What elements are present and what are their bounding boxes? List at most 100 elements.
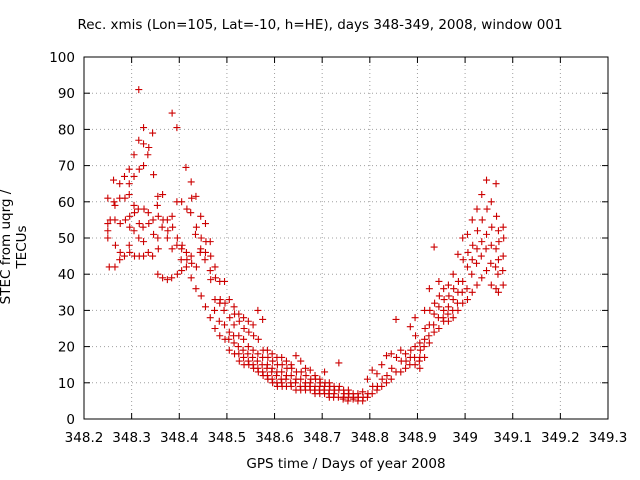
data-point	[149, 129, 157, 137]
data-point	[182, 163, 190, 171]
data-point	[440, 306, 448, 314]
data-point	[221, 299, 229, 307]
data-point	[245, 328, 253, 336]
data-point	[449, 270, 457, 278]
data-point	[154, 212, 162, 220]
data-point	[435, 325, 443, 332]
data-point	[254, 350, 262, 358]
data-point	[463, 285, 471, 293]
data-point	[411, 343, 419, 351]
data-point	[278, 368, 286, 376]
data-point	[407, 346, 415, 354]
data-point	[254, 335, 262, 343]
data-point	[173, 270, 181, 278]
data-point	[287, 372, 295, 380]
data-point	[416, 364, 424, 372]
x-tick-label: 348.6	[255, 430, 294, 446]
y-tick-labels: 0 10 20 30 40 50 60 70 80 90 100	[49, 50, 75, 428]
data-point	[412, 332, 420, 340]
data-point	[468, 270, 476, 278]
data-point	[145, 144, 153, 151]
data-point	[125, 241, 133, 249]
data-point	[321, 368, 329, 376]
data-point	[121, 194, 129, 202]
data-point	[297, 357, 305, 365]
data-point	[182, 248, 190, 256]
grid-lines	[83, 56, 609, 420]
data-point	[450, 285, 458, 293]
data-point	[240, 353, 248, 361]
data-point	[444, 303, 452, 311]
data-point	[244, 350, 252, 358]
plot-frame	[83, 56, 609, 420]
data-point	[359, 397, 367, 405]
data-point	[494, 256, 502, 264]
data-point	[406, 323, 414, 331]
data-point	[163, 216, 171, 224]
data-point	[140, 238, 148, 246]
data-point	[153, 201, 161, 209]
data-point	[207, 276, 215, 284]
data-point	[416, 346, 424, 354]
data-point	[373, 370, 381, 378]
data-point	[302, 372, 310, 380]
data-point	[192, 263, 200, 271]
data-point	[478, 191, 486, 199]
data-point	[463, 263, 471, 271]
data-point	[230, 303, 238, 311]
data-point	[169, 223, 177, 231]
data-point	[478, 216, 486, 224]
data-point	[378, 361, 386, 369]
data-point	[225, 335, 233, 343]
data-points	[104, 86, 508, 405]
data-point	[135, 86, 143, 94]
data-point	[492, 180, 500, 188]
data-point	[492, 263, 500, 271]
data-point	[264, 353, 272, 361]
y-tick-label: 80	[58, 122, 75, 138]
data-point	[235, 310, 243, 318]
data-point	[449, 296, 457, 304]
data-point	[149, 252, 157, 260]
data-point	[110, 176, 118, 184]
data-point	[272, 372, 280, 380]
data-point	[150, 230, 158, 238]
data-point	[206, 314, 214, 322]
data-point	[126, 223, 134, 231]
data-point	[104, 234, 112, 242]
data-point	[411, 314, 419, 322]
data-point	[144, 248, 152, 256]
data-point	[435, 303, 443, 311]
data-point	[187, 252, 195, 260]
data-point	[469, 241, 477, 249]
data-point	[263, 346, 271, 354]
data-point	[215, 317, 223, 325]
data-point	[425, 285, 433, 293]
data-point	[494, 227, 502, 235]
y-tick-label: 90	[58, 86, 75, 102]
data-point	[187, 274, 195, 282]
data-point	[201, 303, 209, 311]
data-point	[368, 390, 376, 398]
data-point	[116, 220, 124, 228]
data-point	[473, 245, 481, 253]
data-point	[192, 285, 200, 293]
data-point	[230, 339, 238, 347]
data-point	[392, 315, 400, 323]
data-point	[178, 198, 186, 206]
data-point	[211, 325, 219, 332]
data-point	[240, 325, 248, 332]
data-point	[104, 220, 112, 228]
y-tick-label: 100	[49, 50, 75, 66]
data-point	[425, 339, 433, 347]
data-point	[468, 288, 476, 296]
data-point	[135, 136, 143, 144]
data-point	[211, 263, 219, 271]
y-tick-label: 70	[58, 159, 75, 175]
data-point	[235, 317, 243, 325]
data-point	[415, 357, 423, 365]
data-point	[444, 317, 452, 325]
data-point	[201, 248, 209, 256]
data-point	[192, 223, 200, 231]
data-point	[444, 310, 452, 318]
